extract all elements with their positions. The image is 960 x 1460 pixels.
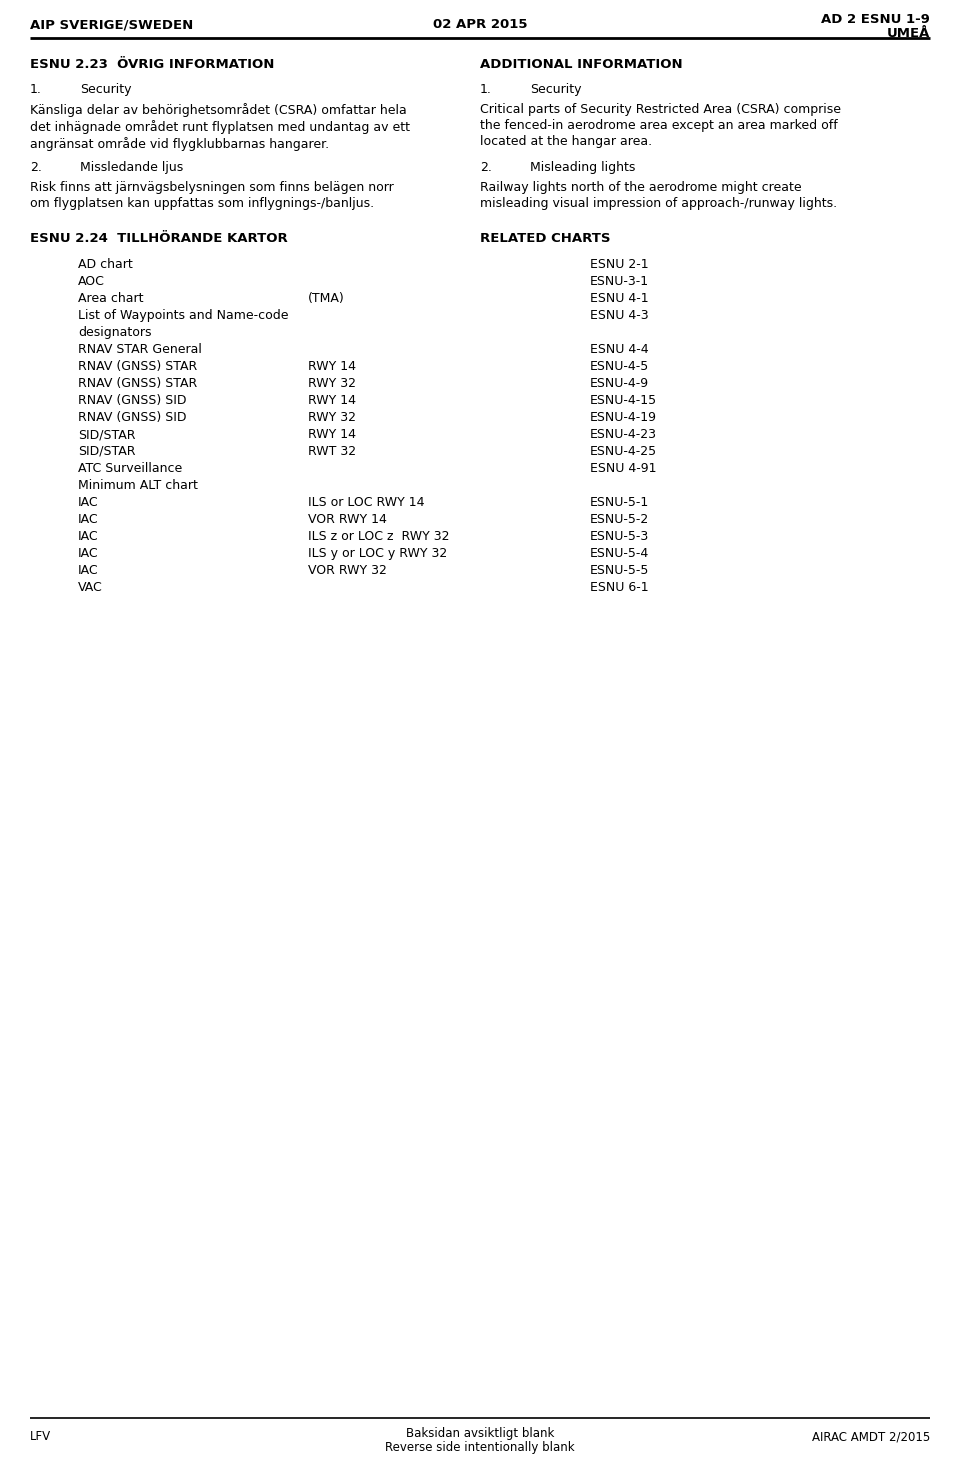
Text: RNAV (GNSS) SID: RNAV (GNSS) SID — [78, 412, 186, 423]
Text: ADDITIONAL INFORMATION: ADDITIONAL INFORMATION — [480, 58, 683, 72]
Text: IAC: IAC — [78, 496, 99, 510]
Text: SID/STAR: SID/STAR — [78, 428, 135, 441]
Text: ESNU-5-2: ESNU-5-2 — [590, 512, 649, 526]
Text: ATC Surveillance: ATC Surveillance — [78, 461, 182, 474]
Text: ILS z or LOC z  RWY 32: ILS z or LOC z RWY 32 — [308, 530, 449, 543]
Text: RWY 14: RWY 14 — [308, 361, 356, 372]
Text: VAC: VAC — [78, 581, 103, 594]
Text: RNAV (GNSS) STAR: RNAV (GNSS) STAR — [78, 361, 197, 372]
Text: RWY 32: RWY 32 — [308, 412, 356, 423]
Text: Area chart: Area chart — [78, 292, 143, 305]
Text: RELATED CHARTS: RELATED CHARTS — [480, 232, 611, 245]
Text: ESNU 2-1: ESNU 2-1 — [590, 258, 649, 272]
Text: RNAV (GNSS) STAR: RNAV (GNSS) STAR — [78, 377, 197, 390]
Text: Risk finns att järnvägsbelysningen som finns belägen norr
om flygplatsen kan upp: Risk finns att järnvägsbelysningen som f… — [30, 181, 394, 210]
Text: ESNU-5-3: ESNU-5-3 — [590, 530, 649, 543]
Text: ESNU 4-4: ESNU 4-4 — [590, 343, 649, 356]
Text: AIP SVERIGE/SWEDEN: AIP SVERIGE/SWEDEN — [30, 18, 193, 31]
Text: UMEÅ: UMEÅ — [887, 26, 930, 39]
Text: ESNU-4-15: ESNU-4-15 — [590, 394, 658, 407]
Text: IAC: IAC — [78, 530, 99, 543]
Text: Security: Security — [80, 83, 132, 96]
Text: ESNU 2.24  TILLHÖRANDE KARTOR: ESNU 2.24 TILLHÖRANDE KARTOR — [30, 232, 288, 245]
Text: ESNU-3-1: ESNU-3-1 — [590, 274, 649, 288]
Text: RWY 14: RWY 14 — [308, 394, 356, 407]
Text: IAC: IAC — [78, 548, 99, 561]
Text: 1.: 1. — [30, 83, 42, 96]
Text: ILS or LOC RWY 14: ILS or LOC RWY 14 — [308, 496, 424, 510]
Text: Railway lights north of the aerodrome might create
misleading visual impression : Railway lights north of the aerodrome mi… — [480, 181, 837, 210]
Text: 02 APR 2015: 02 APR 2015 — [433, 18, 527, 31]
Text: RWT 32: RWT 32 — [308, 445, 356, 458]
Text: (TMA): (TMA) — [308, 292, 345, 305]
Text: ESNU-4-25: ESNU-4-25 — [590, 445, 658, 458]
Text: LFV: LFV — [30, 1429, 51, 1442]
Text: Minimum ALT chart: Minimum ALT chart — [78, 479, 198, 492]
Text: RNAV STAR General: RNAV STAR General — [78, 343, 202, 356]
Text: 1.: 1. — [480, 83, 492, 96]
Text: ESNU-4-9: ESNU-4-9 — [590, 377, 649, 390]
Text: Security: Security — [530, 83, 582, 96]
Text: ESNU 4-91: ESNU 4-91 — [590, 461, 657, 474]
Text: ILS y or LOC y RWY 32: ILS y or LOC y RWY 32 — [308, 548, 447, 561]
Text: ESNU-4-23: ESNU-4-23 — [590, 428, 657, 441]
Text: VOR RWY 32: VOR RWY 32 — [308, 564, 387, 577]
Text: 2.: 2. — [30, 161, 42, 174]
Text: List of Waypoints and Name-code: List of Waypoints and Name-code — [78, 310, 289, 323]
Text: designators: designators — [78, 326, 152, 339]
Text: Känsliga delar av behörighetsområdet (CSRA) omfattar hela
det inhägnade området : Känsliga delar av behörighetsområdet (CS… — [30, 104, 410, 152]
Text: IAC: IAC — [78, 564, 99, 577]
Text: Missledande ljus: Missledande ljus — [80, 161, 183, 174]
Text: SID/STAR: SID/STAR — [78, 445, 135, 458]
Text: IAC: IAC — [78, 512, 99, 526]
Text: VOR RWY 14: VOR RWY 14 — [308, 512, 387, 526]
Text: 2.: 2. — [480, 161, 492, 174]
Text: AIRAC AMDT 2/2015: AIRAC AMDT 2/2015 — [812, 1429, 930, 1442]
Text: RWY 32: RWY 32 — [308, 377, 356, 390]
Text: Critical parts of Security Restricted Area (CSRA) comprise
the fenced-in aerodro: Critical parts of Security Restricted Ar… — [480, 104, 841, 147]
Text: ESNU 4-3: ESNU 4-3 — [590, 310, 649, 323]
Text: ESNU-5-1: ESNU-5-1 — [590, 496, 649, 510]
Text: AD chart: AD chart — [78, 258, 132, 272]
Text: ESNU 2.23  ÖVRIG INFORMATION: ESNU 2.23 ÖVRIG INFORMATION — [30, 58, 275, 72]
Text: ESNU-5-5: ESNU-5-5 — [590, 564, 649, 577]
Text: Baksidan avsiktligt blank: Baksidan avsiktligt blank — [406, 1426, 554, 1440]
Text: AD 2 ESNU 1-9: AD 2 ESNU 1-9 — [821, 13, 930, 26]
Text: ESNU 6-1: ESNU 6-1 — [590, 581, 649, 594]
Text: RNAV (GNSS) SID: RNAV (GNSS) SID — [78, 394, 186, 407]
Text: Reverse side intentionally blank: Reverse side intentionally blank — [385, 1441, 575, 1454]
Text: ESNU-4-5: ESNU-4-5 — [590, 361, 649, 372]
Text: RWY 14: RWY 14 — [308, 428, 356, 441]
Text: Misleading lights: Misleading lights — [530, 161, 636, 174]
Text: ESNU-5-4: ESNU-5-4 — [590, 548, 649, 561]
Text: AOC: AOC — [78, 274, 105, 288]
Text: ESNU-4-19: ESNU-4-19 — [590, 412, 657, 423]
Text: ESNU 4-1: ESNU 4-1 — [590, 292, 649, 305]
